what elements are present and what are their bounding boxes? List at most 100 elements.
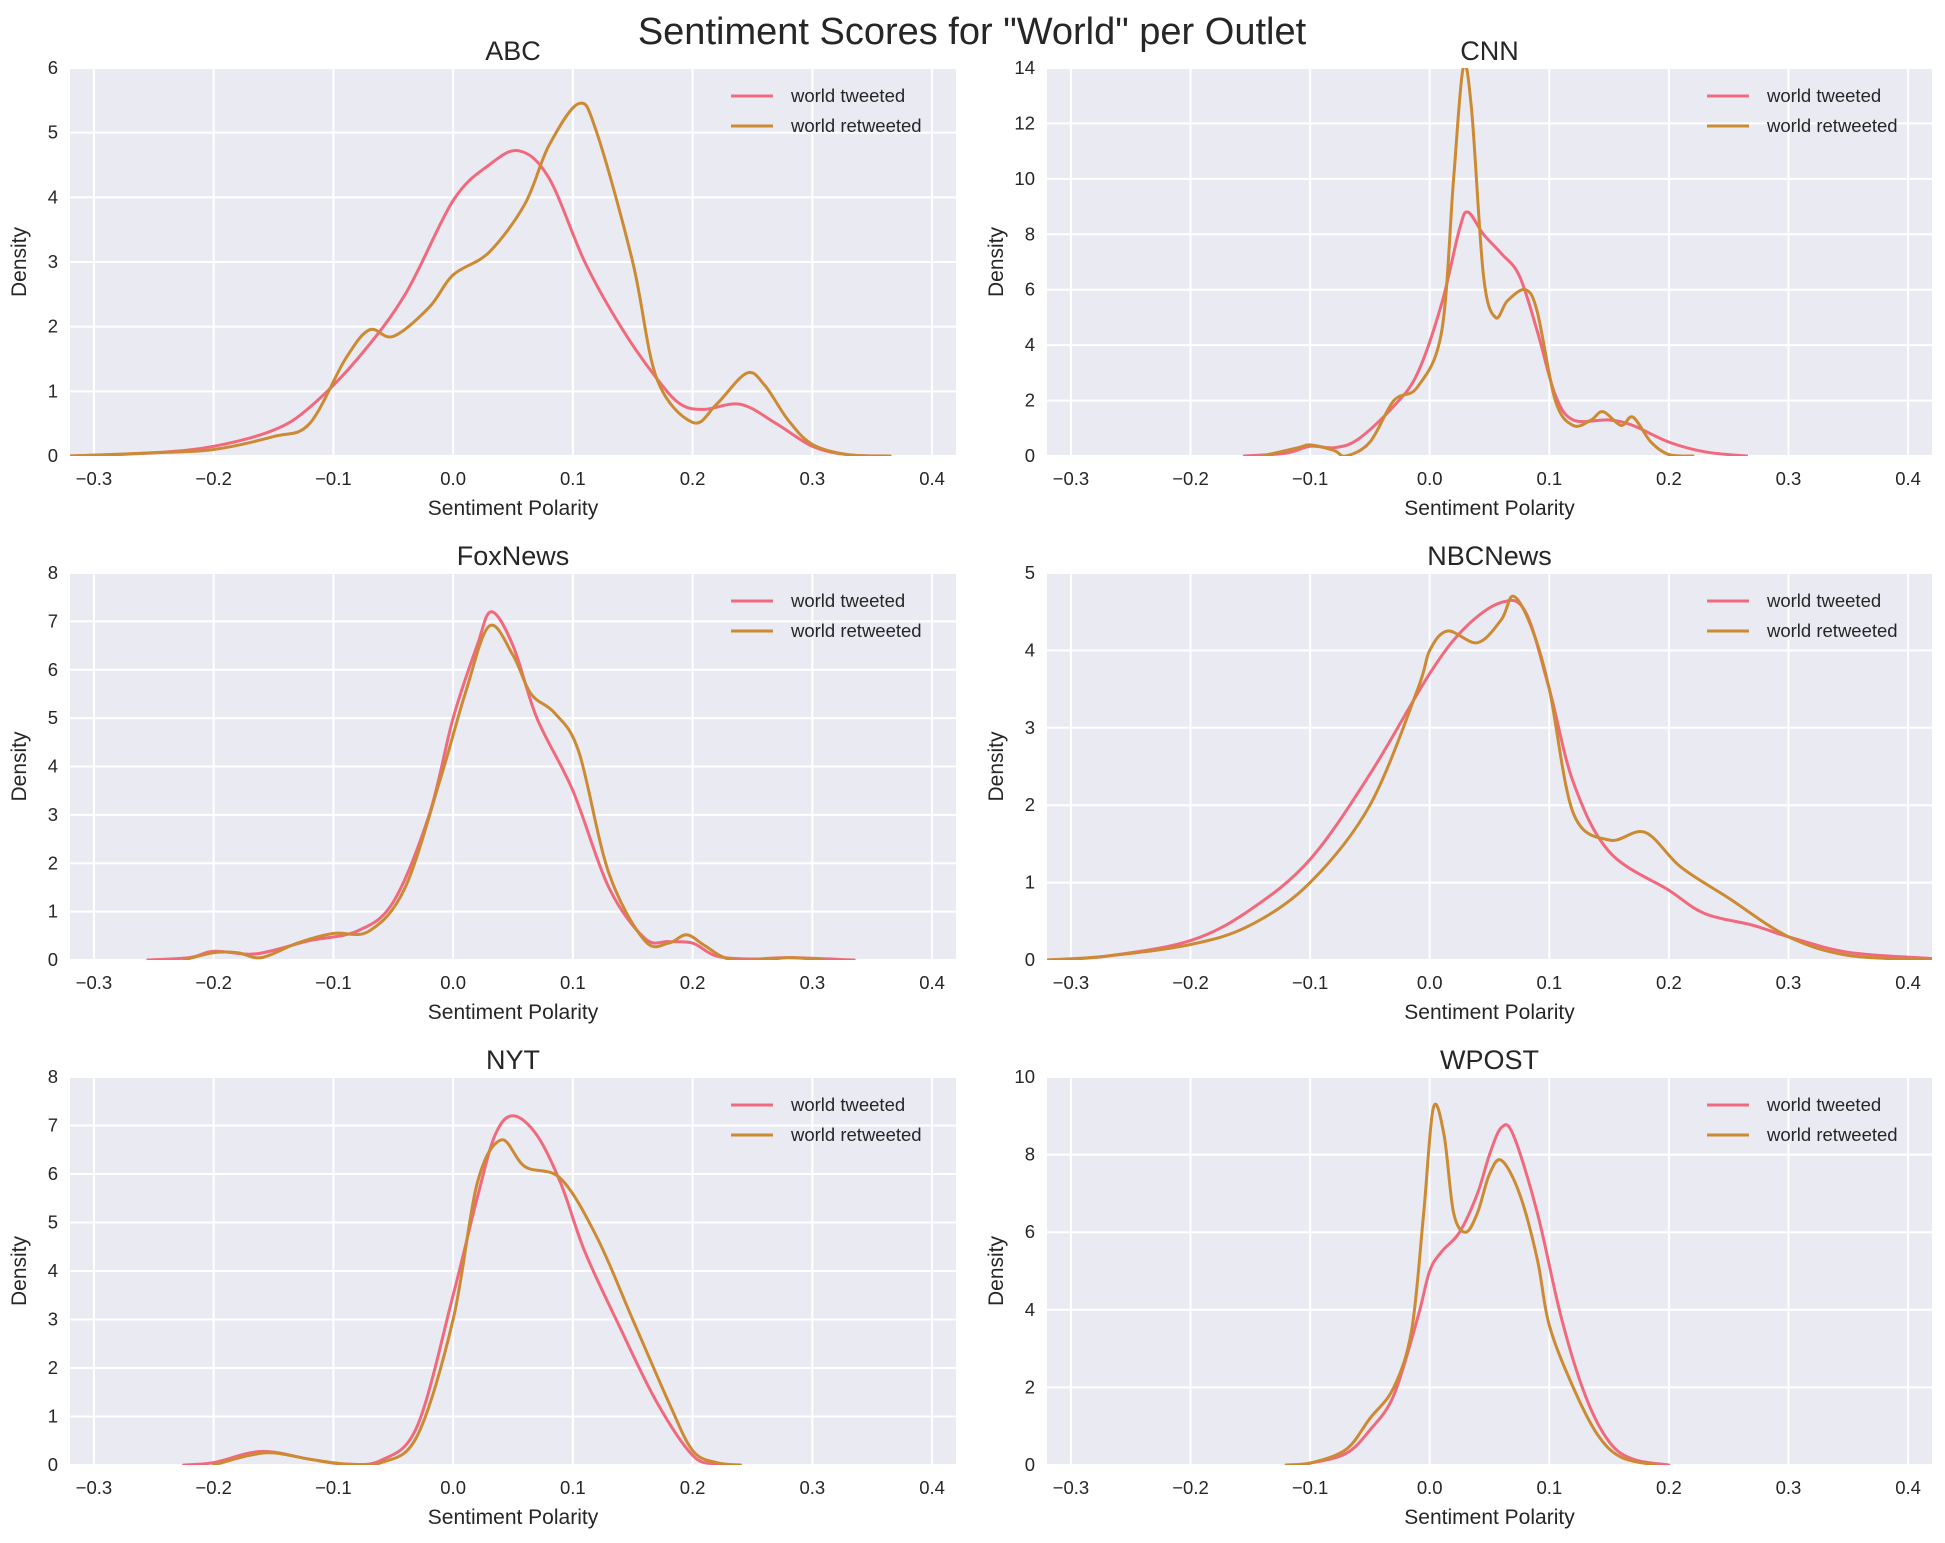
y-axis-label: Density [985,226,1008,297]
subplot-nyt: −0.3 −0.2 −0.1 0.0 0.1 0.2 0.3 0.4 0 1 2 3 4 5 6 7 8 NYT S… [8,1045,956,1529]
x-tick-label: 0.0 [440,972,466,993]
x-tick-label: 0.0 [440,468,466,489]
x-tick-label: −0.2 [1172,972,1209,993]
x-tick-label: −0.1 [315,972,352,993]
legend: world tweeted world retweeted [731,85,922,136]
legend: world tweeted world retweeted [731,1094,922,1145]
subplot-grid: −0.3 −0.2 −0.1 0.0 0.1 0.2 0.3 0.4 0 1 2 3 4 5 6 ABC Sen… [8,36,1932,1529]
x-tick-label: 0.2 [1656,1477,1682,1498]
x-tick-label: 0.3 [1776,972,1802,993]
x-tick-label: 0.0 [1417,468,1443,489]
series-line-world-tweeted [70,148,892,456]
x-tick-label: −0.3 [76,468,113,489]
y-tick-label: 0 [48,1454,58,1475]
legend-label: world tweeted [790,590,905,611]
series-line-world-retweeted [1260,68,1695,456]
x-tick-label: 0.3 [799,1477,825,1498]
x-tick-label: 0.4 [1895,1477,1921,1498]
legend-label: world retweeted [790,1124,922,1145]
legend-label: world tweeted [1766,85,1881,106]
y-tick-label: 2 [1025,1376,1035,1397]
y-tick-label: 4 [1025,639,1035,660]
x-tick-label: −0.1 [315,468,352,489]
series-line-world-retweeted [182,623,826,960]
y-tick-label: 8 [1025,223,1035,244]
legend-label: world tweeted [790,85,905,106]
series-line-world-tweeted [1284,1123,1671,1465]
y-tick-label: 7 [48,610,58,631]
y-tick-label: 0 [48,949,58,970]
x-axis-label: Sentiment Polarity [428,1001,599,1024]
y-tick-label: 6 [48,659,58,680]
x-tick-label: 0.0 [1417,972,1443,993]
y-tick-label: 3 [48,804,58,825]
x-tick-label: 0.1 [1536,468,1562,489]
series-line-world-retweeted [1047,594,1932,960]
y-axis-label: Density [985,731,1008,802]
x-tick-label: −0.3 [1053,1477,1090,1498]
y-tick-label: 1 [1025,872,1035,893]
y-tick-label: 1 [48,901,58,922]
legend-label: world tweeted [790,1094,905,1115]
plot-area [1047,68,1932,456]
y-tick-label: 0 [1025,445,1035,466]
y-tick-label: 6 [1025,279,1035,300]
subplot-title: NBCNews [1427,541,1552,571]
y-tick-label: 8 [1025,1144,1035,1165]
y-tick-label: 4 [1025,1299,1035,1320]
y-tick-label: 5 [48,707,58,728]
y-tick-label: 8 [48,562,58,583]
y-tick-label: 4 [48,1260,58,1281]
x-tick-label: −0.2 [195,972,232,993]
y-tick-label: 10 [1014,168,1035,189]
x-tick-label: 0.4 [919,1477,945,1498]
y-tick-label: 6 [1025,1221,1035,1242]
subplot-title: FoxNews [457,541,570,571]
legend: world tweeted world retweeted [1707,590,1898,641]
x-tick-label: 0.0 [440,1477,466,1498]
y-tick-label: 1 [48,1406,58,1427]
y-tick-label: 14 [1014,57,1035,78]
legend-label: world retweeted [790,115,922,136]
subplot-abc: −0.3 −0.2 −0.1 0.0 0.1 0.2 0.3 0.4 0 1 2 3 4 5 6 ABC Sen… [8,36,956,520]
x-tick-label: −0.2 [1172,1477,1209,1498]
y-tick-label: 2 [1025,390,1035,411]
x-tick-label: 0.4 [919,468,945,489]
y-tick-label: 2 [48,1357,58,1378]
y-tick-label: 2 [48,316,58,337]
x-axis-label: Sentiment Polarity [428,1506,599,1529]
y-tick-label: 6 [48,1163,58,1184]
x-axis-label: Sentiment Polarity [1404,1506,1575,1529]
series-line-world-retweeted [212,1138,742,1465]
y-tick-label: 8 [48,1066,58,1087]
y-tick-label: 0 [48,445,58,466]
subplot-title: ABC [485,36,541,66]
legend: world tweeted world retweeted [731,590,922,641]
figure-title: Sentiment Scores for "World" per Outlet [638,11,1307,53]
y-axis-label: Density [8,1235,31,1306]
subplot-nbcnews: −0.3 −0.2 −0.1 0.0 0.1 0.2 0.3 0.4 0 1 2 3 4 5 NBCNews… [985,541,1932,1024]
x-tick-label: −0.1 [315,1477,352,1498]
x-tick-label: −0.3 [76,972,113,993]
subplot-foxnews: −0.3 −0.2 −0.1 0.0 0.1 0.2 0.3 0.4 0 1 2 3 4 5 6 7 8 FoxN… [8,541,956,1024]
x-tick-label: 0.4 [1895,468,1921,489]
series-line-world-retweeted [70,101,892,456]
y-tick-label: 7 [48,1115,58,1136]
x-tick-label: 0.1 [560,1477,586,1498]
y-tick-label: 5 [1025,562,1035,583]
x-tick-label: −0.2 [1172,468,1209,489]
x-tick-label: −0.3 [1053,468,1090,489]
y-tick-label: 10 [1014,1066,1035,1087]
subplot-title: NYT [486,1045,540,1075]
plot-area [1047,573,1932,960]
y-tick-label: 5 [48,1212,58,1233]
subplot-title: CNN [1460,36,1519,66]
x-axis-label: Sentiment Polarity [1404,1001,1575,1024]
series-line-world-tweeted [146,610,856,960]
y-axis-label: Density [8,731,31,802]
x-tick-label: 0.2 [680,468,706,489]
y-tick-label: 4 [1025,334,1035,355]
subplot-wpost: −0.3 −0.2 −0.1 0.0 0.1 0.2 0.3 0.4 0 2 4 6 8 10 WPOST S… [985,1045,1932,1529]
x-tick-label: 0.0 [1417,1477,1443,1498]
